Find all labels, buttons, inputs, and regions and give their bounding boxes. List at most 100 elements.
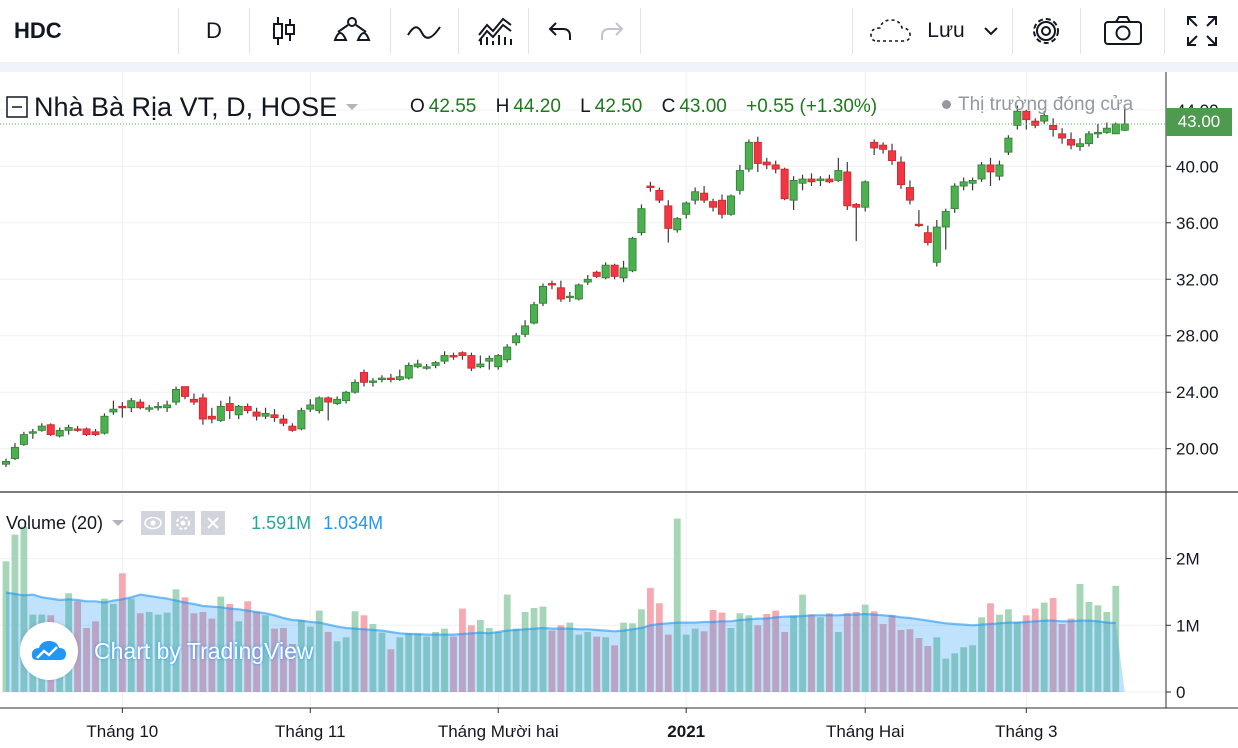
settings-button[interactable] xyxy=(1020,0,1072,62)
series-title[interactable]: Nhà Bà Rịa VT, D, HOSE xyxy=(34,91,338,122)
candle-body xyxy=(154,405,163,409)
volume-bar xyxy=(145,611,153,692)
toolbar-divider xyxy=(528,8,529,54)
candle-body xyxy=(807,178,816,183)
candle-body xyxy=(986,164,995,173)
high-value: 44.20 xyxy=(513,96,561,117)
volume-bar xyxy=(503,594,511,692)
candle-body xyxy=(700,192,709,201)
volume-bar xyxy=(1031,608,1039,692)
time-tick-label: Tháng Mười hai xyxy=(438,722,559,741)
open-label: O xyxy=(410,96,425,117)
toolbar-gap xyxy=(0,62,1238,72)
candles-chart-type-button[interactable] xyxy=(262,0,306,62)
candle-body xyxy=(941,211,950,228)
toolbar-divider xyxy=(390,8,391,54)
volume-bar xyxy=(969,645,976,692)
eye-icon[interactable] xyxy=(141,511,166,535)
screenshot-button[interactable] xyxy=(1092,0,1154,62)
volume-bar xyxy=(942,658,950,692)
volume-bar xyxy=(414,633,422,692)
volume-bar xyxy=(306,626,314,692)
undo-button[interactable] xyxy=(540,0,580,62)
candle-body xyxy=(1093,132,1102,135)
chevron-down-icon xyxy=(983,27,998,36)
high-label: H xyxy=(495,96,510,117)
change-value: +0.55 (+1.30%) xyxy=(746,96,878,117)
candle-body xyxy=(977,164,986,180)
interval-button[interactable]: D xyxy=(179,0,249,62)
volume-title[interactable]: Volume (20) xyxy=(6,512,104,533)
volume-bar xyxy=(226,603,234,692)
candle-body xyxy=(91,431,100,435)
collapse-icon[interactable] xyxy=(6,96,28,118)
candle-body xyxy=(565,295,574,299)
candle-body xyxy=(1031,120,1040,126)
caret-down-icon[interactable] xyxy=(111,518,125,528)
chart-canvas[interactable]: 20.0024.0028.0032.0036.0040.0044.0001M2M… xyxy=(0,72,1238,748)
volume-bar xyxy=(861,604,869,692)
gear-icon xyxy=(1033,18,1059,44)
settings-icon[interactable] xyxy=(171,511,196,535)
candle-body xyxy=(1076,143,1085,147)
time-tick-label: Tháng 10 xyxy=(86,722,158,741)
candle-body xyxy=(574,284,583,300)
volume-bar xyxy=(843,613,851,692)
volume-bar xyxy=(271,628,278,692)
candle-body xyxy=(422,366,431,369)
close-label: C xyxy=(661,96,676,117)
interval-label: D xyxy=(206,18,222,43)
save-button[interactable]: Lưu xyxy=(860,0,1006,62)
caret-down-icon[interactable] xyxy=(345,102,359,112)
volume-bar xyxy=(951,653,959,692)
toolbar-divider xyxy=(178,8,179,54)
candle-body xyxy=(243,405,252,411)
price-tick-label: 40.00 xyxy=(1176,157,1219,176)
volume-bar xyxy=(709,609,717,692)
volume-bar xyxy=(369,623,377,692)
indicators-button[interactable] xyxy=(398,0,450,62)
price-tick-label: 24.00 xyxy=(1176,383,1219,402)
templates-button[interactable] xyxy=(470,0,520,62)
volume-bar xyxy=(190,613,198,692)
volume-bar xyxy=(655,603,663,692)
volume-bar xyxy=(127,598,135,692)
volume-bar xyxy=(754,625,762,692)
volume-bar xyxy=(736,613,744,692)
candle-body xyxy=(55,429,64,437)
redo-button[interactable] xyxy=(592,0,632,62)
volume-bar xyxy=(378,632,386,692)
volume-bar xyxy=(888,615,896,692)
fullscreen-button[interactable] xyxy=(1172,0,1232,62)
volume-bar xyxy=(208,618,216,692)
candle-body xyxy=(923,232,932,243)
candle-body xyxy=(834,170,843,181)
candle-body xyxy=(556,287,565,300)
candle-body xyxy=(619,267,628,279)
time-tick-label: Tháng Hai xyxy=(826,722,904,741)
close-icon[interactable] xyxy=(201,511,226,535)
candle-body xyxy=(771,164,780,170)
candle-body xyxy=(288,425,297,431)
candle-body xyxy=(386,377,395,381)
candle-body xyxy=(252,411,261,417)
symbol-search-button[interactable]: HDC xyxy=(0,0,178,62)
volume-bar xyxy=(682,634,690,692)
compare-button[interactable] xyxy=(324,0,380,62)
volume-bar xyxy=(539,606,547,692)
candle-body xyxy=(315,397,324,411)
volume-bars xyxy=(2,518,1120,692)
candle-body xyxy=(1022,110,1031,121)
candle-body xyxy=(333,398,342,404)
volume-bar xyxy=(154,614,162,692)
volume-bar xyxy=(101,598,108,692)
volume-bar xyxy=(1005,609,1012,692)
volume-bar xyxy=(727,627,735,692)
volume-ma-line xyxy=(5,591,1116,636)
volume-bar xyxy=(629,623,636,692)
volume-bar xyxy=(512,628,520,692)
volume-bar xyxy=(387,649,395,692)
volume-bar xyxy=(987,603,994,692)
volume-bar xyxy=(315,610,323,692)
tradingview-watermark[interactable]: Chart by TradingView xyxy=(20,622,313,680)
